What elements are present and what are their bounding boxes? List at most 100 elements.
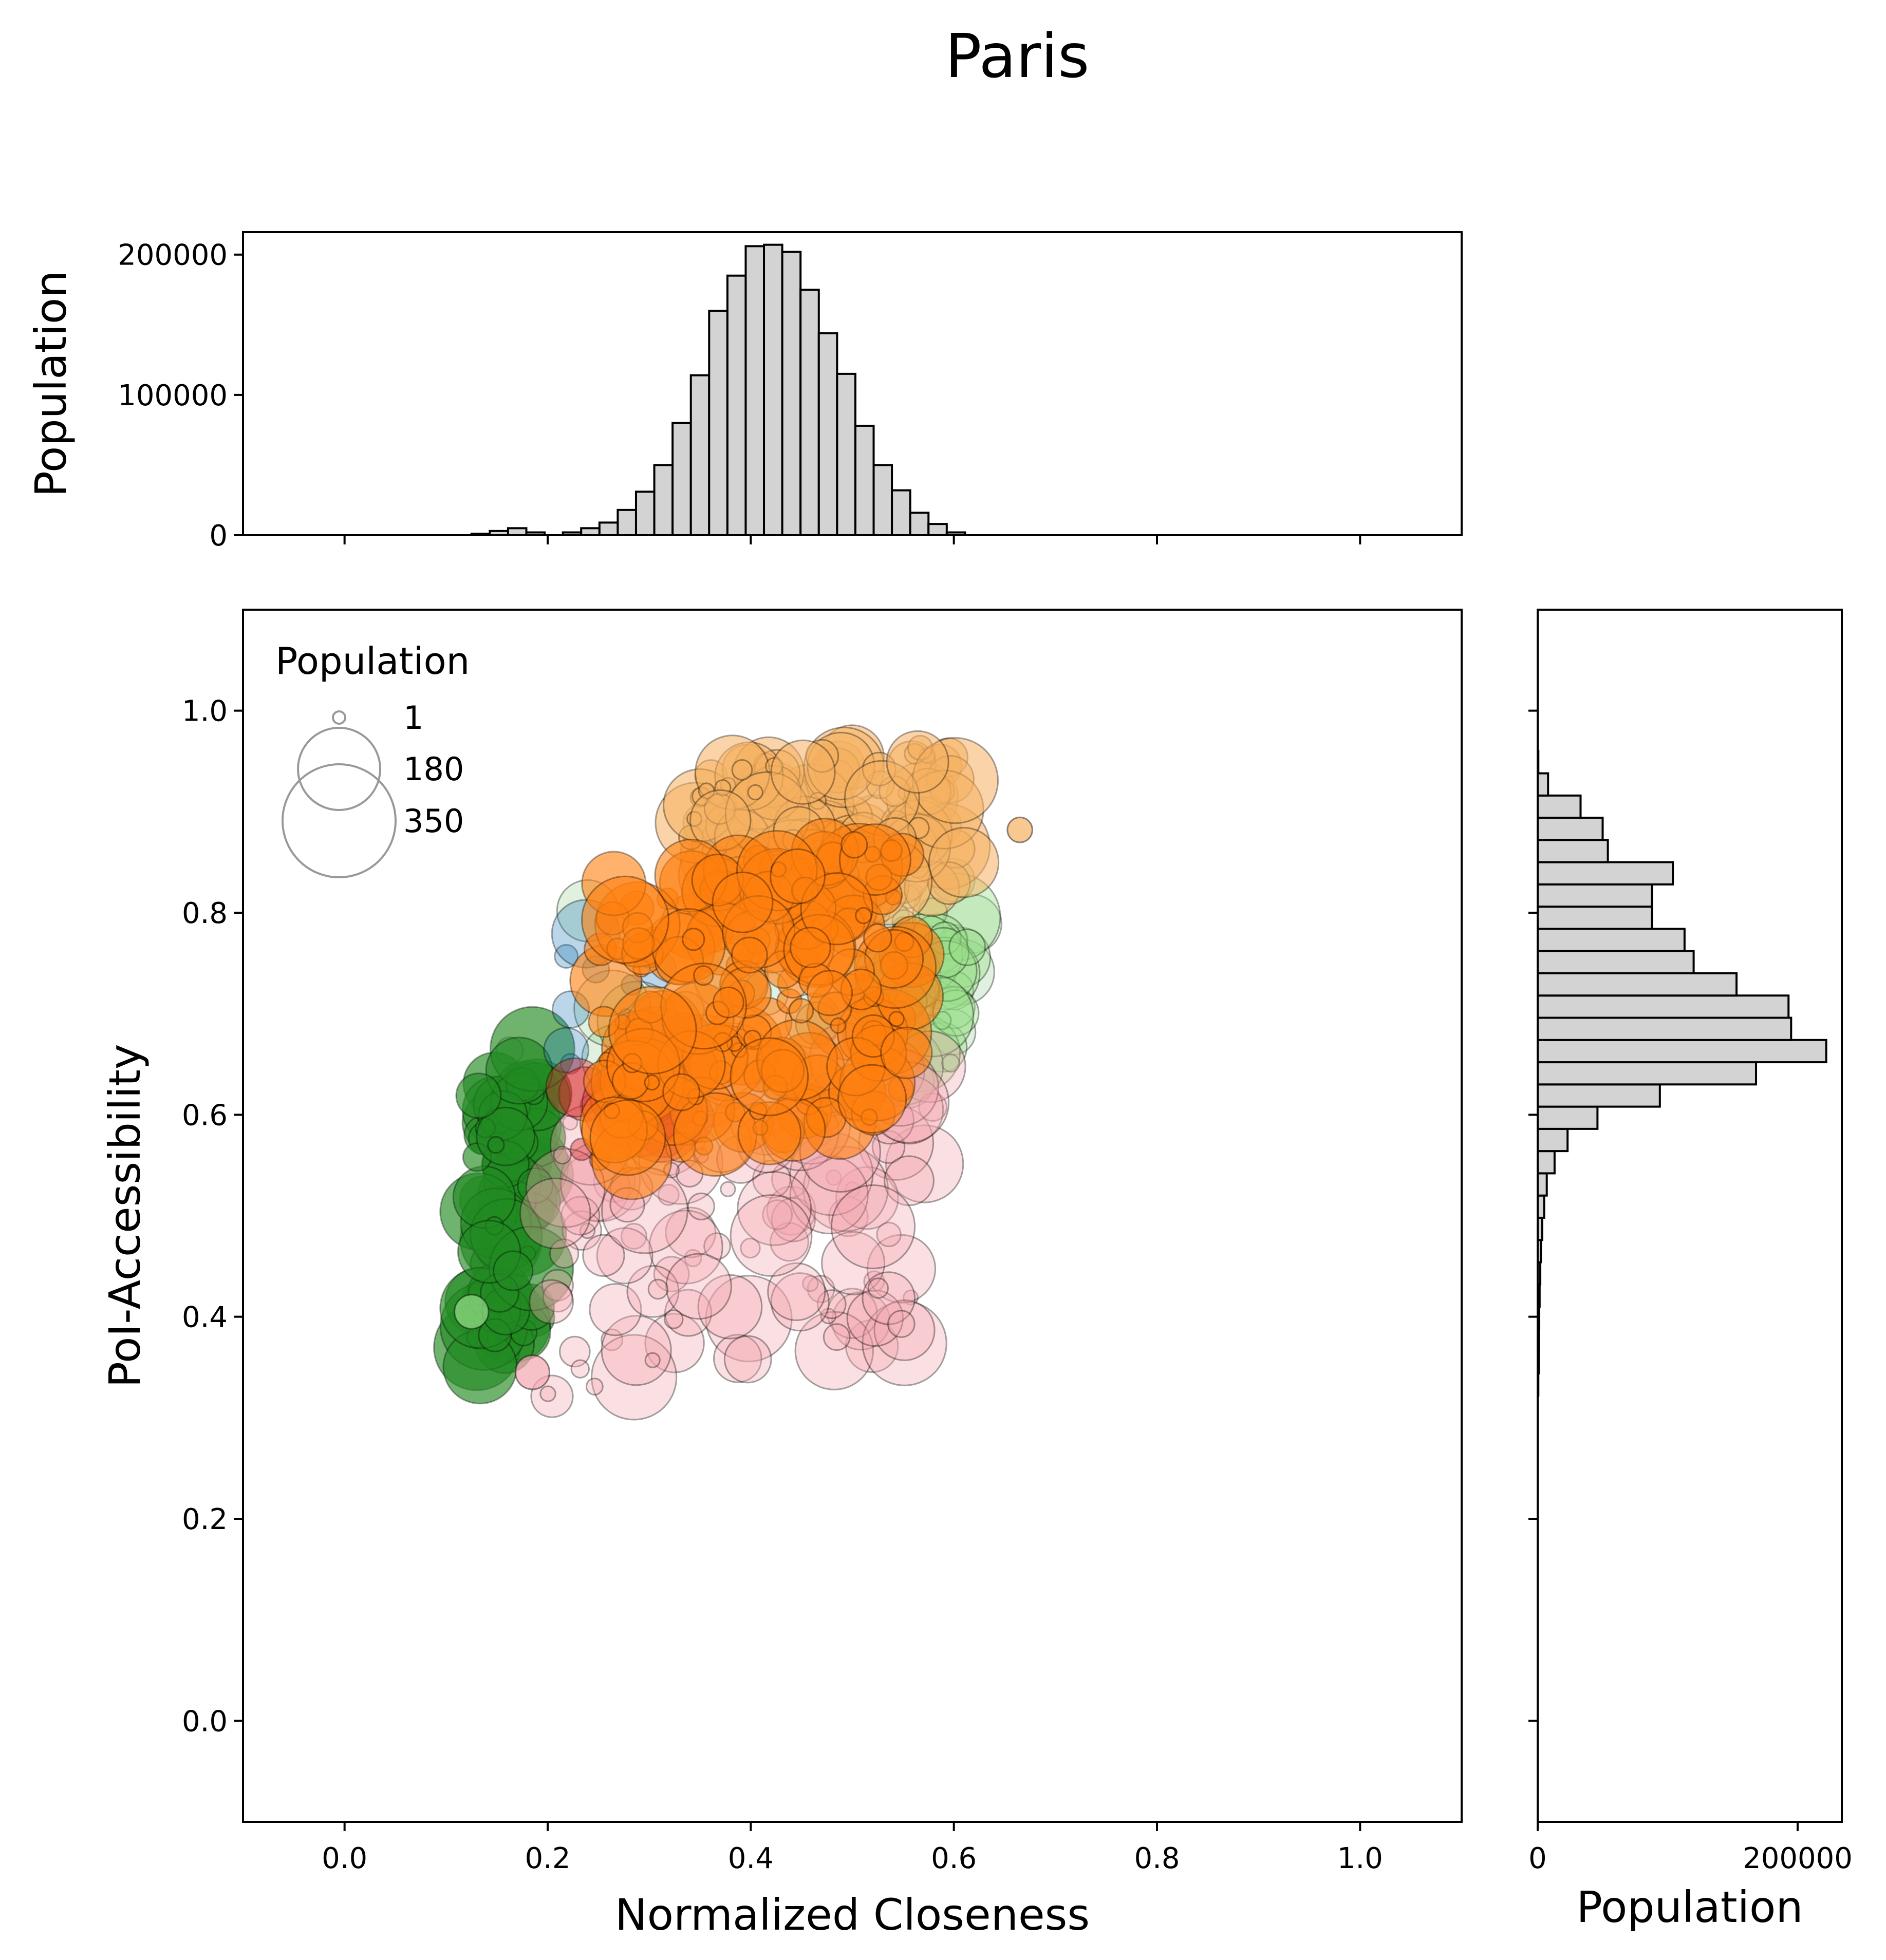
right-histogram-bar [1537, 1061, 1758, 1086]
scatter-point [720, 1181, 736, 1197]
scatter-point [703, 1232, 731, 1260]
top-histogram-bar [708, 309, 729, 536]
scatter-point [806, 970, 853, 1016]
scatter-point [918, 1092, 948, 1122]
scatter-point [644, 1313, 705, 1373]
top-histogram-bars [470, 243, 966, 537]
y-tick-label: 0.8 [182, 897, 228, 930]
scatter-point [529, 1279, 574, 1325]
right-histogram-bar [1537, 906, 1653, 930]
scatter-points [433, 724, 1033, 1421]
scatter-ticks: 0.0 0.2 0.4 0.6 0.8 1.0 0.0 0.2 0.4 0.6 0.8 1.0 [182, 695, 1383, 1875]
scatter-point [802, 1275, 819, 1292]
top-histogram-bar [836, 372, 856, 536]
scatter-point [844, 1181, 861, 1198]
scatter-point [940, 924, 969, 953]
scatter-point [903, 1289, 919, 1306]
scatter-point [591, 1334, 678, 1421]
scatter-point [581, 875, 669, 964]
scatter-point [485, 1036, 553, 1105]
scatter-point [837, 1064, 907, 1134]
scatter-point [585, 1378, 604, 1396]
x-tick-label: 0.6 [931, 1842, 977, 1875]
scatter-point [517, 1167, 554, 1204]
scatter-point [831, 1291, 891, 1351]
x-tick-label: 0.2 [525, 1842, 570, 1875]
scatter-point [554, 944, 579, 969]
scatter-point [647, 1278, 669, 1300]
scatter-plot: 0.0 0.2 0.4 0.6 0.8 1.0 0.0 0.2 0.4 0.6 0.8 1.0 Nor… [100, 609, 1463, 1940]
scatter-point [713, 1334, 762, 1383]
scatter-point [539, 1385, 556, 1402]
scatter-point [731, 936, 768, 974]
right-histogram-ticks: 0 200000 [1528, 709, 1853, 1875]
scatter-point [657, 1183, 680, 1206]
top-histogram-bar [653, 464, 674, 536]
y-tick-label: 0.6 [182, 1099, 228, 1132]
scatter-point [863, 1270, 885, 1292]
right-histogram-bar [1537, 1172, 1548, 1197]
scatter-point [712, 871, 774, 933]
scatter-point [665, 1207, 717, 1258]
scatter-point [807, 1275, 835, 1304]
top-histogram-bar [744, 245, 765, 536]
scatter-point [867, 1277, 889, 1299]
scatter-point [863, 923, 892, 953]
top-histogram-bar [507, 527, 528, 537]
x-tick-label: 0.0 [322, 1842, 367, 1875]
scatter-point [663, 1309, 684, 1329]
scatter-point [816, 1289, 847, 1320]
scatter-point [626, 1265, 680, 1318]
scatter-point [835, 1166, 899, 1230]
scatter-point [888, 1011, 905, 1027]
top-histogram-bar [689, 374, 711, 536]
right-histogram-bar [1537, 994, 1790, 1019]
legend-title: Population [275, 639, 470, 683]
scatter-point [884, 1155, 935, 1207]
scatter-point [653, 1256, 690, 1292]
scatter-point [873, 1299, 936, 1361]
legend: Population 1 180 350 [275, 639, 470, 878]
scatter-point [845, 1319, 899, 1373]
x-tick-label: 0.8 [1134, 1842, 1180, 1875]
scatter-point [621, 1223, 647, 1250]
scatter-point [712, 986, 744, 1019]
scatter-point [589, 1099, 666, 1176]
scatter-point [562, 1115, 578, 1131]
scatter-point [771, 1197, 816, 1242]
scatter-point [862, 1301, 947, 1386]
top-histogram-ticks: 0 100000 200000 [118, 239, 1361, 553]
scatter-point [559, 1335, 591, 1368]
scatter-point [828, 1196, 869, 1237]
scatter-point [608, 986, 697, 1075]
scatter-point [827, 1288, 878, 1339]
right-histogram-bar [1537, 794, 1582, 819]
legend-size-marker [282, 763, 397, 878]
scatter-point [790, 927, 831, 968]
right-histogram-bar [1537, 883, 1653, 908]
right-histogram-bar [1537, 950, 1695, 974]
y-tick-label: 1.0 [182, 695, 228, 728]
scatter-point [940, 973, 957, 990]
scatter-point [644, 1075, 660, 1091]
scatter-point [767, 1262, 826, 1321]
scatter-point [948, 929, 986, 966]
scatter-point [855, 907, 872, 925]
scatter-point [788, 997, 814, 1024]
scatter-point [684, 1249, 702, 1268]
scatter-point [562, 1210, 602, 1251]
scatter-point [770, 739, 836, 805]
y-tick-label: 0.4 [182, 1301, 228, 1334]
scatter-point [737, 1171, 812, 1246]
top-histogram-bar [909, 512, 930, 537]
scatter-point [820, 1308, 837, 1325]
top-histogram-bar [781, 251, 802, 537]
right-x-tick-label: 0 [1528, 1842, 1547, 1875]
scatter-point [823, 1323, 851, 1351]
scatter-point [747, 784, 763, 801]
x-tick-label: 1.0 [1337, 1842, 1383, 1875]
right-histogram-bar [1537, 817, 1604, 841]
top-histogram-bar [598, 521, 619, 537]
scatter-point [582, 1234, 625, 1277]
right-histogram-bar [1537, 972, 1738, 997]
